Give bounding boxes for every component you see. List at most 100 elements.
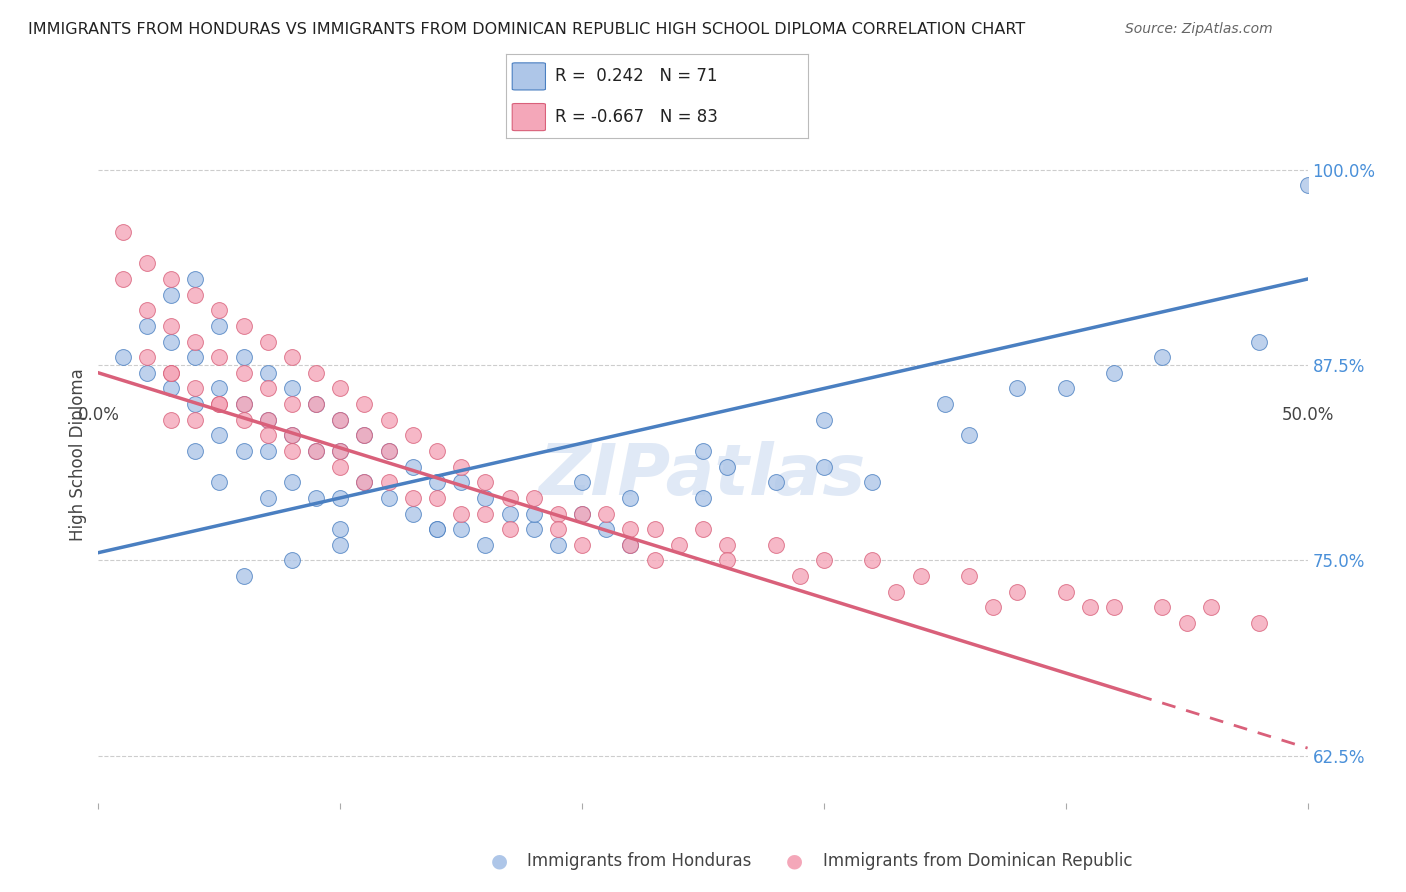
Point [329,382,352,396]
Point [208,350,231,364]
Point [498,507,520,521]
Point [402,428,425,442]
Point [256,428,278,442]
Point [281,428,304,442]
Text: 50.0%: 50.0% [1281,406,1334,425]
Point [450,459,472,474]
Point [305,444,328,458]
Point [232,318,254,333]
Point [1054,584,1077,599]
Point [474,475,496,490]
Point [160,366,183,380]
Point [184,413,207,427]
Point [547,522,569,536]
Point [789,569,811,583]
Point [692,444,714,458]
Point [498,491,520,505]
Point [957,569,980,583]
FancyBboxPatch shape [512,62,546,90]
Point [135,318,157,333]
Point [329,413,352,427]
Point [644,522,666,536]
Point [329,491,352,505]
Point [523,491,546,505]
Point [353,475,375,490]
Point [1102,600,1125,615]
Text: Source: ZipAtlas.com: Source: ZipAtlas.com [1125,22,1272,37]
Point [860,475,883,490]
Point [353,428,375,442]
Point [1249,334,1271,349]
Point [111,225,134,239]
Point [547,538,569,552]
Point [232,397,254,411]
Point [402,507,425,521]
Point [111,350,134,364]
Text: ●: ● [491,851,508,871]
Point [716,538,738,552]
Point [1199,600,1222,615]
Point [1249,615,1271,630]
Point [1102,366,1125,380]
Point [232,397,254,411]
Point [208,397,231,411]
Point [160,318,183,333]
Point [353,475,375,490]
Point [184,350,207,364]
Point [981,600,1004,615]
Point [547,507,569,521]
Point [716,553,738,567]
Point [886,584,908,599]
Point [281,428,304,442]
Point [329,459,352,474]
Point [716,459,738,474]
Point [1007,382,1029,396]
Point [208,303,231,318]
Point [135,256,157,270]
Point [184,444,207,458]
Point [474,507,496,521]
Point [160,366,183,380]
Point [329,522,352,536]
Point [402,459,425,474]
Point [571,507,593,521]
Point [232,569,254,583]
Point [281,553,304,567]
Point [450,522,472,536]
Point [256,444,278,458]
Point [692,522,714,536]
Point [184,272,207,286]
Point [619,522,641,536]
Point [426,475,449,490]
Point [135,303,157,318]
Text: Immigrants from Dominican Republic: Immigrants from Dominican Republic [823,852,1132,870]
Text: IMMIGRANTS FROM HONDURAS VS IMMIGRANTS FROM DOMINICAN REPUBLIC HIGH SCHOOL DIPLO: IMMIGRANTS FROM HONDURAS VS IMMIGRANTS F… [28,22,1025,37]
Point [160,272,183,286]
Point [329,444,352,458]
Point [765,538,787,552]
Point [305,397,328,411]
Point [571,507,593,521]
Point [256,491,278,505]
Point [619,538,641,552]
Point [377,491,399,505]
Point [668,538,690,552]
Point [305,397,328,411]
Point [450,475,472,490]
Point [910,569,932,583]
Point [595,522,617,536]
Point [353,428,375,442]
Point [232,366,254,380]
Point [813,413,835,427]
Point [619,491,641,505]
Point [1152,350,1174,364]
Point [111,272,134,286]
Point [692,491,714,505]
Point [498,522,520,536]
Point [523,507,546,521]
Point [523,522,546,536]
Point [160,382,183,396]
Point [160,413,183,427]
Point [957,428,980,442]
Point [184,334,207,349]
